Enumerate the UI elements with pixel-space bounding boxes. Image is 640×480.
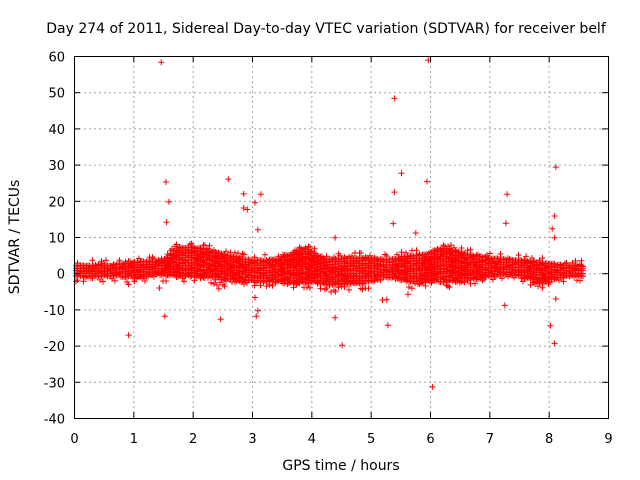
outlier-point — [383, 296, 390, 303]
outlier-point — [215, 285, 222, 292]
outlier-point — [163, 219, 170, 226]
outlier-point — [125, 332, 132, 339]
y-tick-label: 40 — [48, 123, 65, 138]
y-tick-label: -10 — [44, 304, 65, 319]
outlier-point — [547, 322, 554, 329]
outlier-point — [252, 199, 258, 206]
outlier-point — [217, 316, 224, 323]
outlier-point — [398, 170, 405, 177]
outlier-point — [551, 340, 558, 347]
y-tick-label: -40 — [44, 413, 65, 428]
outlier-point — [390, 220, 397, 227]
outlier-points — [125, 57, 559, 390]
outlier-point — [339, 342, 346, 349]
outlier-point — [552, 295, 559, 302]
outlier-point — [332, 314, 339, 321]
x-tick-label: 8 — [545, 432, 553, 447]
dense-data-band — [73, 240, 586, 295]
y-axis-tick-labels: -40 -30 -20 -10 0 10 20 30 40 50 60 — [44, 51, 65, 428]
outlier-point — [429, 383, 436, 390]
outlier-point — [158, 59, 165, 66]
outlier-point — [551, 213, 558, 219]
outlier-point — [165, 198, 172, 205]
outlier-point — [551, 234, 558, 241]
outlier-point — [161, 313, 168, 320]
x-tick-label: 5 — [367, 432, 375, 447]
y-tick-label: 10 — [48, 232, 65, 247]
outlier-point — [424, 178, 430, 185]
x-tick-label: 7 — [486, 432, 494, 447]
x-tick-label: 9 — [604, 432, 612, 447]
x-tick-label: 1 — [130, 432, 138, 447]
outlier-point — [254, 226, 261, 233]
outlier-point — [502, 220, 509, 227]
outlier-point — [504, 191, 511, 198]
x-tick-label: 2 — [189, 432, 197, 447]
outlier-point — [253, 313, 260, 320]
outlier-point — [156, 285, 163, 291]
outlier-point — [125, 281, 132, 288]
grid-lines — [74, 56, 608, 418]
outlier-point — [384, 322, 391, 329]
x-tick-label: 4 — [308, 432, 316, 447]
outlier-point — [501, 302, 508, 309]
y-axis-title: SDTVAR / TECUs — [7, 180, 23, 295]
outlier-point — [412, 230, 419, 236]
outlier-point — [257, 191, 264, 198]
outlier-point — [549, 225, 556, 232]
outlier-point — [244, 206, 251, 213]
outlier-point — [332, 234, 339, 241]
outlier-point — [391, 189, 398, 196]
x-tick-label: 6 — [426, 432, 434, 447]
y-tick-label: 0 — [57, 268, 65, 283]
outlier-point — [252, 294, 258, 301]
x-tick-label: 0 — [70, 432, 78, 447]
outlier-point — [405, 291, 411, 298]
y-tick-label: 60 — [48, 51, 65, 66]
dense-band-markers — [73, 240, 586, 295]
outlier-point — [391, 95, 398, 102]
x-tick-label: 3 — [248, 432, 256, 447]
y-tick-label: 50 — [48, 87, 65, 102]
outlier-point — [552, 164, 559, 171]
outlier-point — [254, 307, 261, 314]
y-tick-label: -20 — [44, 340, 65, 355]
y-tick-label: 30 — [48, 159, 65, 174]
x-axis-tick-labels: 0 1 2 3 4 5 6 7 8 9 — [70, 432, 612, 447]
y-tick-label: -30 — [44, 376, 65, 391]
chart-title: Day 274 of 2011, Sidereal Day-to-day VTE… — [46, 21, 607, 37]
outlier-point — [240, 190, 247, 197]
outlier-point — [225, 176, 232, 183]
axis-ticks — [74, 56, 609, 419]
outlier-point — [163, 179, 169, 185]
x-axis-title: GPS time / hours — [282, 458, 399, 474]
outlier-point — [240, 205, 247, 211]
y-tick-label: 20 — [48, 195, 65, 210]
